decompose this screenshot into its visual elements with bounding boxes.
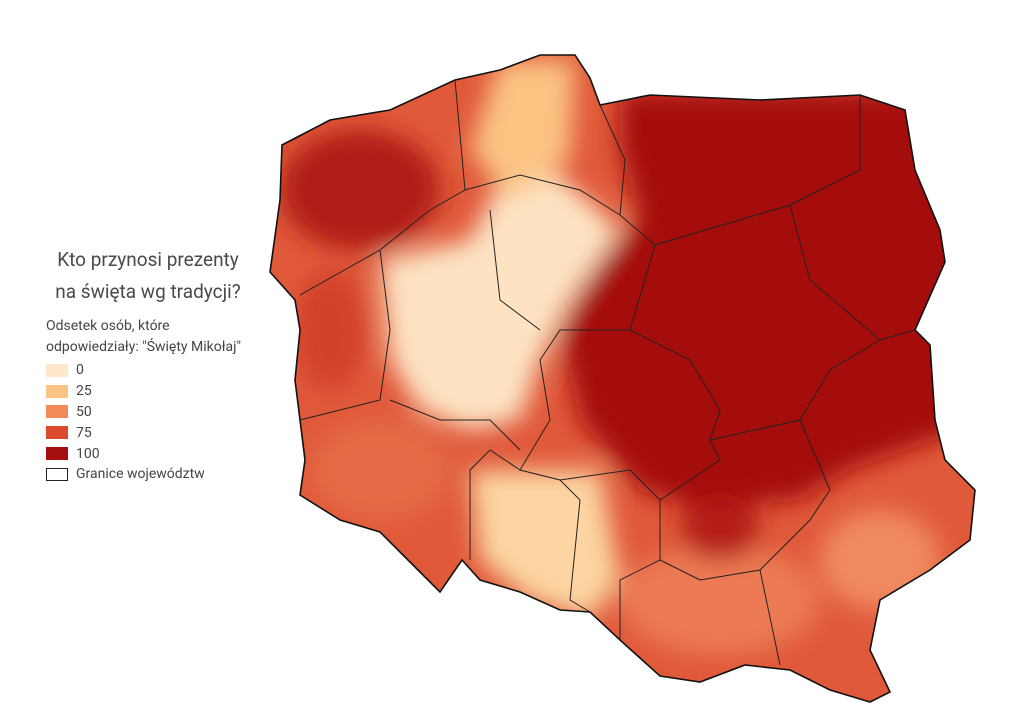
legend-label: 100 — [76, 445, 100, 462]
legend-item: 0 — [46, 360, 276, 381]
legend-item: 50 — [46, 402, 276, 423]
legend-swatch — [46, 447, 68, 461]
voivodeship-borders — [299, 79, 916, 666]
legend-subtitle-line: odpowiedziały: "Święty Mikołaj" — [46, 339, 241, 355]
map-fill — [270, 55, 975, 702]
legend-subtitle: Odsetek osób, które odpowiedziały: "Święt… — [46, 316, 276, 358]
legend-label: 50 — [76, 403, 92, 420]
legend-label: 25 — [76, 383, 92, 400]
legend: Kto przynosi prezenty na święta wg tradyc… — [46, 244, 276, 485]
legend-item: 25 — [46, 381, 276, 402]
legend-swatch — [46, 405, 68, 419]
legend-label: Granice województw — [76, 466, 205, 483]
legend-item: 75 — [46, 422, 276, 443]
legend-subtitle-line: Odsetek osób, które — [46, 318, 170, 334]
legend-title: na święta wg tradycji? — [55, 280, 241, 303]
legend-item: 100 — [46, 443, 276, 464]
legend-swatch — [46, 384, 68, 398]
legend-label: 75 — [76, 424, 92, 441]
legend-label: 0 — [76, 362, 84, 379]
legend-title: Kto przynosi prezenty — [57, 248, 239, 271]
legend-item: Granice województw — [46, 464, 276, 485]
legend-swatch — [46, 467, 68, 481]
legend-swatch — [46, 426, 68, 440]
legend-swatch — [46, 363, 68, 377]
